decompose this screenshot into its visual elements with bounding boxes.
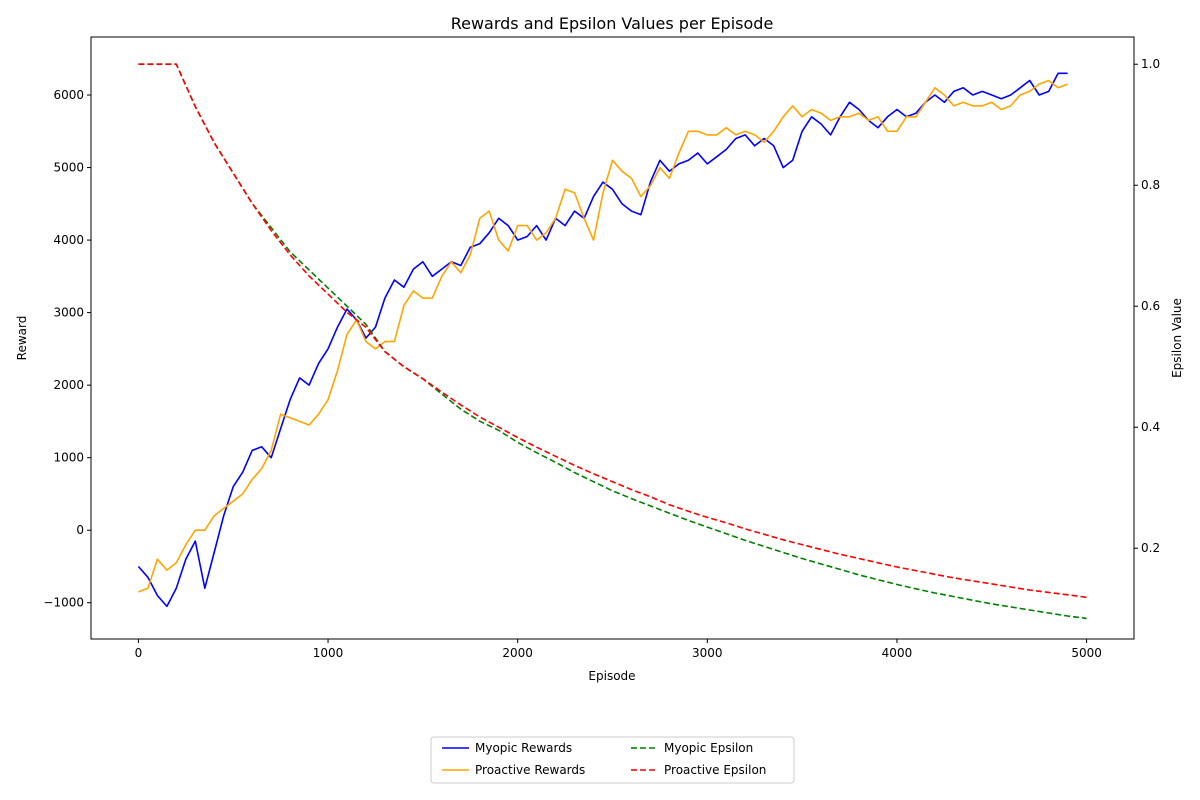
x-tick-label: 2000 [502, 646, 533, 660]
legend-label: Myopic Rewards [475, 741, 572, 755]
series-layer [137, 63, 1087, 620]
y-tick-label: 2000 [53, 378, 84, 392]
y-axis-left: −1000 0 1000 2000 3000 4000 5000 6000 [43, 88, 91, 610]
x-tick-label: 1000 [313, 646, 344, 660]
x-axis: 0 1000 2000 3000 4000 5000 [135, 639, 1102, 660]
legend-label: Proactive Rewards [475, 763, 585, 777]
y-tick-label: 6000 [53, 88, 84, 102]
y-tick-label: 1000 [53, 451, 84, 465]
x-tick-label: 0 [135, 646, 143, 660]
y-tick-label: 3000 [53, 306, 84, 320]
y-tick-label: 5000 [53, 161, 84, 175]
legend-label: Proactive Epsilon [664, 763, 766, 777]
series-line-proactive-rewards [138, 79, 1068, 593]
series-line-myopic-rewards [137, 72, 1068, 608]
y-axis-right: 0.2 0.4 0.6 0.8 1.0 [1134, 57, 1160, 555]
plot-frame [90, 36, 1135, 640]
series-line-myopic-epsilon [138, 63, 1087, 620]
x-axis-label: Episode [588, 669, 635, 683]
x-tick-label: 4000 [882, 646, 913, 660]
series-line-proactive-epsilon [138, 63, 1087, 599]
y2-tick-label: 0.8 [1141, 178, 1160, 192]
legend: Myopic Rewards Proactive Rewards Myopic Ep… [430, 736, 795, 784]
x-tick-label: 3000 [692, 646, 723, 660]
y2-tick-label: 0.2 [1141, 541, 1160, 555]
y2-axis-label: Epsilon Value [1170, 298, 1184, 378]
y-axis-label: Reward [15, 316, 29, 361]
y-tick-label: 0 [76, 523, 84, 537]
y-tick-label: −1000 [43, 596, 84, 610]
legend-frame [430, 736, 795, 784]
legend-label: Myopic Epsilon [664, 741, 753, 755]
y2-tick-label: 1.0 [1141, 57, 1160, 71]
y-tick-label: 4000 [53, 233, 84, 247]
y2-tick-label: 0.4 [1141, 420, 1160, 434]
x-tick-label: 5000 [1071, 646, 1102, 660]
chart-title: Rewards and Epsilon Values per Episode [451, 14, 774, 33]
y2-tick-label: 0.6 [1141, 299, 1160, 313]
